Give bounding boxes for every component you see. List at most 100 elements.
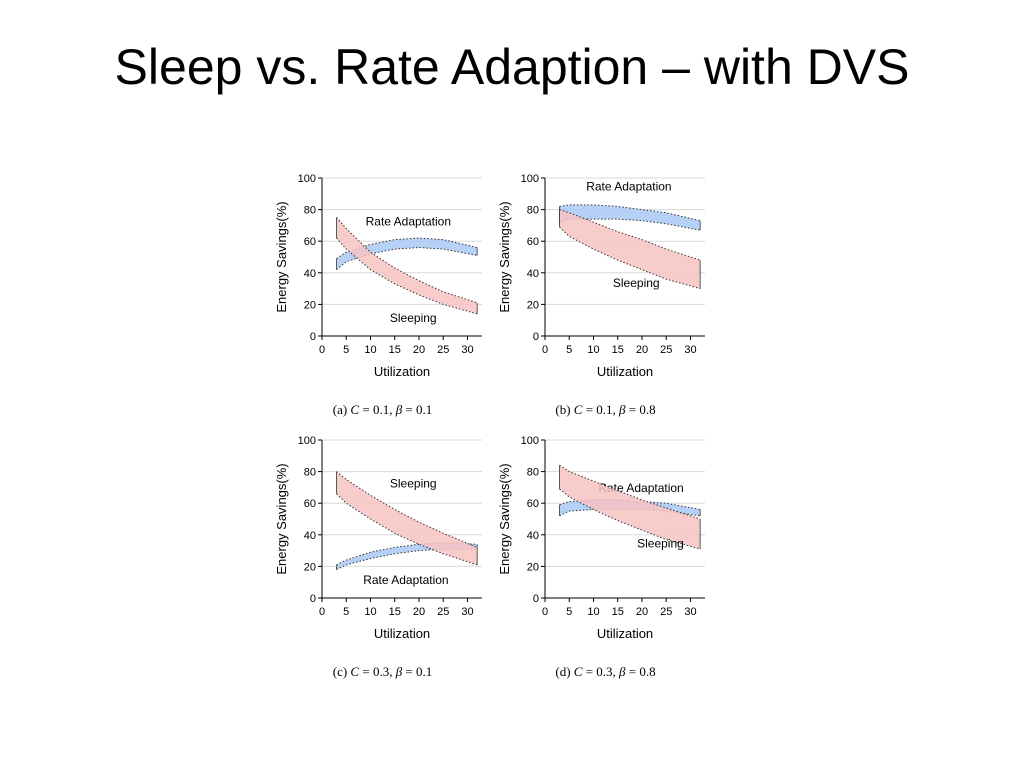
x-tick-label-a-2: 10 (364, 344, 376, 356)
caption-b-label: (b) (555, 402, 571, 417)
y-tick-label-a-3: 60 (304, 236, 316, 248)
caption-a: (a) C = 0.1, β = 0.1 (332, 402, 433, 417)
x-tick-label-a-0: 0 (319, 344, 325, 356)
x-tick-label-b-1: 5 (566, 344, 572, 356)
x-tick-label-c-2: 10 (364, 606, 376, 618)
band-label-sleep-a: Sleeping (390, 311, 437, 325)
x-axis-label-b: Utilization (597, 364, 653, 379)
x-tick-label-d-4: 20 (636, 606, 648, 618)
x-tick-label-b-5: 25 (660, 344, 672, 356)
y-axis-label-a: Energy Savings(%) (274, 201, 289, 312)
caption-b-c-symbol: C (573, 402, 583, 417)
y-axis-label-d: Energy Savings(%) (497, 463, 512, 574)
band-sleep-d (559, 465, 701, 550)
x-tick-label-c-4: 20 (413, 606, 425, 618)
x-tick-label-a-1: 5 (343, 344, 349, 356)
caption-c-c: 0.3 (372, 664, 390, 679)
x-tick-label-b-0: 0 (542, 344, 548, 356)
curve-sleep-upper-d (559, 464, 701, 520)
curve-sleep-lower-b (559, 226, 701, 290)
curve-sleep-lower-c (336, 493, 478, 566)
caption-a-c: 0.1 (372, 402, 390, 417)
caption-d-beta: 0.8 (639, 664, 656, 679)
x-tick-label-a-5: 25 (437, 344, 449, 356)
y-tick-label-a-2: 40 (304, 268, 316, 280)
x-tick-label-c-0: 0 (319, 606, 325, 618)
x-tick-label-d-6: 30 (684, 606, 696, 618)
y-tick-label-c-4: 80 (304, 467, 316, 479)
caption-a-beta-symbol: β (395, 402, 403, 417)
x-tick-label-a-4: 20 (413, 344, 425, 356)
x-tick-label-a-3: 15 (389, 344, 401, 356)
x-tick-label-d-2: 10 (587, 606, 599, 618)
y-tick-label-b-4: 80 (527, 205, 539, 217)
chart-c: Rate Adaptation Sleeping 0 20 40 60 80 100 0 5 10 1… (274, 435, 482, 641)
chart-panel-b: Rate Adaptation Sleeping 0 20 40 60 80 100 0 5 10 1… (493, 168, 718, 428)
caption-d-c: 0.3 (596, 664, 613, 679)
chart-b: Rate Adaptation Sleeping 0 20 40 60 80 100 0 5 10 1… (497, 173, 705, 379)
y-tick-label-a-4: 80 (304, 205, 316, 217)
y-tick-label-b-0: 0 (533, 331, 539, 343)
band-label-sleep-c: Sleeping (390, 476, 437, 490)
chart-panel-a: Rate Adaptation Sleeping 0 20 40 60 80 100 0 5 10 1… (270, 168, 495, 428)
y-tick-label-c-1: 20 (304, 561, 316, 573)
band-rate-a (336, 238, 478, 270)
band-sleep-b (559, 209, 701, 289)
x-tick-label-b-6: 30 (684, 344, 696, 356)
x-axis-label-d: Utilization (597, 626, 653, 641)
x-tick-label-c-5: 25 (437, 606, 449, 618)
y-tick-label-a-0: 0 (310, 331, 316, 343)
caption-b-beta-symbol: β (619, 402, 626, 417)
band-label-rate-a: Rate Adaptation (366, 214, 451, 228)
y-tick-label-d-3: 60 (527, 498, 539, 510)
caption-d-beta-symbol: β (619, 664, 626, 679)
caption-b: (b) C = 0.1, β = 0.8 (555, 402, 656, 417)
curve-rate-lower-d (559, 509, 701, 517)
caption-a-beta: 0.1 (416, 402, 433, 417)
y-tick-label-d-1: 20 (527, 561, 539, 573)
caption-b-beta: 0.8 (639, 402, 656, 417)
caption-c: (c) C = 0.3, β = 0.1 (332, 664, 433, 679)
caption-d: (d) C = 0.3, β = 0.8 (555, 664, 656, 679)
caption-a-label: (a) (332, 402, 348, 417)
curve-sleep-upper-a (336, 217, 478, 304)
caption-d-c-symbol: C (573, 664, 583, 679)
x-tick-label-c-6: 30 (461, 606, 473, 618)
curve-sleep-lower-a (336, 237, 478, 315)
y-tick-label-c-0: 0 (310, 593, 316, 605)
y-tick-label-b-3: 60 (527, 236, 539, 248)
x-tick-label-b-3: 15 (612, 344, 624, 356)
y-tick-label-c-5: 100 (298, 435, 316, 447)
x-tick-label-b-2: 10 (587, 344, 599, 356)
y-tick-label-d-4: 80 (527, 467, 539, 479)
x-tick-label-c-3: 15 (389, 606, 401, 618)
y-tick-label-b-2: 40 (527, 268, 539, 280)
slide-title: Sleep vs. Rate Adaption – with DVS (114, 39, 910, 95)
y-tick-label-a-1: 20 (304, 299, 316, 311)
chart-panel-d: Rate Adaptation Sleeping 0 20 40 60 80 100 0 5 10 1… (493, 430, 718, 690)
caption-d-label: (d) (555, 664, 571, 679)
caption-c-c-symbol: C (350, 664, 360, 679)
y-axis-label-c: Energy Savings(%) (274, 463, 289, 574)
y-tick-label-b-1: 20 (527, 299, 539, 311)
x-axis-label-a: Utilization (374, 364, 430, 379)
x-tick-label-d-3: 15 (612, 606, 624, 618)
curve-rate-upper-a (336, 237, 478, 259)
x-tick-label-b-4: 20 (636, 344, 648, 356)
y-tick-label-c-2: 40 (304, 530, 316, 542)
y-tick-label-b-5: 100 (521, 173, 539, 185)
y-tick-label-c-3: 60 (304, 498, 316, 510)
band-label-rate-c: Rate Adaptation (363, 573, 448, 587)
chart-panel-c: Rate Adaptation Sleeping 0 20 40 60 80 100 0 5 10 1… (270, 430, 495, 690)
y-tick-label-d-2: 40 (527, 530, 539, 542)
band-label-sleep-b: Sleeping (613, 276, 660, 290)
x-tick-label-d-0: 0 (542, 606, 548, 618)
caption-c-beta-symbol: β (395, 664, 403, 679)
y-tick-label-a-5: 100 (298, 173, 316, 185)
x-tick-label-d-5: 25 (660, 606, 672, 618)
caption-a-c-symbol: C (350, 402, 360, 417)
x-axis-label-c: Utilization (374, 626, 430, 641)
caption-c-label: (c) (332, 664, 348, 679)
band-rate-b (559, 204, 701, 231)
